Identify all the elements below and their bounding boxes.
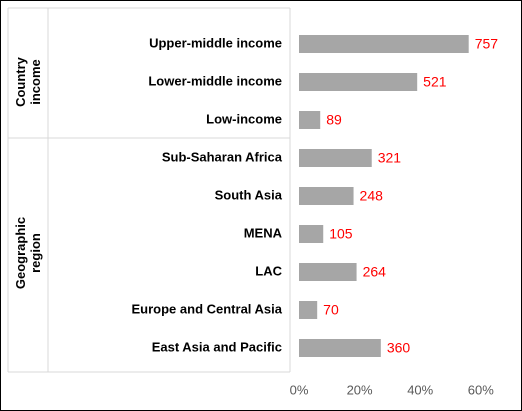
data-label: 360 xyxy=(387,340,411,356)
group-label: Country income xyxy=(13,57,43,107)
data-label: 70 xyxy=(323,302,339,318)
data-label: 264 xyxy=(363,264,387,280)
x-tick-label: 0% xyxy=(290,382,309,397)
data-label: 248 xyxy=(360,188,384,204)
bar xyxy=(299,263,357,281)
category-label: Sub-Saharan Africa xyxy=(162,149,283,164)
bar xyxy=(299,35,469,53)
x-tick-label: 20% xyxy=(347,382,373,397)
bar xyxy=(299,301,318,319)
bar xyxy=(299,73,418,91)
bar xyxy=(299,149,372,167)
category-label: MENA xyxy=(244,225,283,240)
data-label: 757 xyxy=(475,36,499,52)
group-label: Geographic region xyxy=(13,216,43,290)
category-label: Low-income xyxy=(206,111,282,126)
category-label: Upper-middle income xyxy=(149,35,282,50)
bar xyxy=(299,187,354,205)
category-label: East Asia and Pacific xyxy=(152,339,282,354)
category-label: Lower-middle income xyxy=(148,73,282,88)
bar xyxy=(299,111,321,129)
x-tick-label: 60% xyxy=(468,382,494,397)
data-label: 521 xyxy=(423,74,447,90)
category-label: Europe and Central Asia xyxy=(132,301,283,316)
x-tick-label: 40% xyxy=(407,382,433,397)
data-label: 321 xyxy=(378,150,402,166)
data-label: 105 xyxy=(329,226,353,242)
category-label: LAC xyxy=(255,263,282,278)
category-label: South Asia xyxy=(215,187,283,202)
bar xyxy=(299,225,324,243)
data-label: 89 xyxy=(326,112,342,128)
category-frame xyxy=(7,7,291,373)
bar xyxy=(299,339,381,357)
